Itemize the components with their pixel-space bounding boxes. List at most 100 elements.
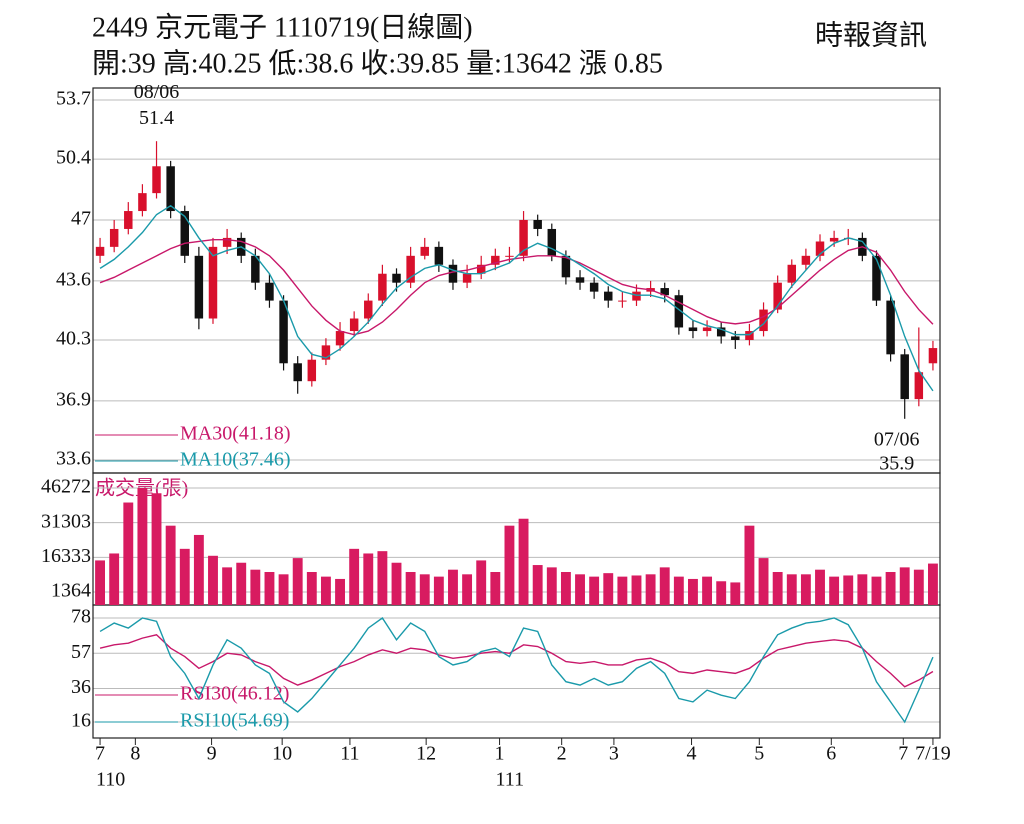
annotation-date: 07/06 [874,428,920,450]
candle-body [702,327,712,332]
candle-body [505,255,514,257]
volume-bar [391,562,402,605]
x-tick-label: 6 [826,743,836,765]
volume-bar [603,573,614,605]
x-tick-label: 7 [898,743,908,765]
volume-bar [617,576,628,605]
x-tick-label: 8 [130,743,140,765]
volume-bar [292,558,303,605]
volume-bar [871,576,882,605]
y-tick-label: 33.6 [56,448,91,470]
volume-bar [829,576,840,605]
candle-body [618,300,627,302]
volume-bar [688,578,698,605]
volume-bar [631,575,642,605]
candle-body [476,264,486,274]
y-tick-label: 1364 [51,580,91,602]
x-tick-label: 5 [754,743,764,765]
candle-body [364,300,373,319]
candle-body [872,255,881,301]
x-tick-label: 3 [609,743,619,765]
chart-title: 2449 京元電子 1110719(日線圖) [92,11,473,43]
volume-bar [645,574,656,605]
volume-bar [575,574,585,605]
panel-border [92,472,941,606]
candle-body [434,246,444,265]
candle-body [801,255,811,265]
candle-body [194,255,204,319]
candle-body [660,288,669,296]
volume-bar [377,551,388,605]
candle-body [688,327,698,332]
volume-bar [250,569,261,605]
candle-body [547,228,557,256]
volume-bar [702,576,713,605]
candle-body [152,166,161,194]
y-tick-label: 78 [71,606,91,628]
x-tick-label: 2 [557,743,567,765]
volume-bar [928,563,938,605]
volume-bar [335,578,345,605]
candle-body [745,331,754,340]
annotation-value: 51.4 [139,107,174,129]
ma-line [99,239,934,336]
rsi-line [99,634,934,688]
volume-bar [589,576,600,605]
candle-body [138,193,147,212]
candle-body [759,309,768,332]
volume-bar [320,576,331,605]
volume-bar [490,572,501,605]
y-tick-label: 50.4 [56,147,91,169]
volume-bar [208,555,218,605]
volume-bar [772,572,783,605]
volume-bar [476,560,487,605]
volume-bar [786,574,797,605]
candle-body [731,336,740,340]
candle-body [886,300,895,355]
candle-body [293,363,302,382]
volume-bar [151,493,162,605]
volume-bar [264,572,275,605]
candle-body [335,331,345,346]
annotation-value: 35.9 [879,452,914,474]
volume-bar [123,502,134,605]
candle-body [900,354,909,400]
volume-bar [306,572,317,605]
y-tick-label: 40.3 [56,328,91,350]
volume-bar [137,488,148,605]
candle-body [95,246,105,256]
volume-bar [419,574,430,605]
volume-bar [405,572,416,605]
rsi-line [99,617,934,724]
volume-bar [532,565,543,605]
candle-body [604,291,613,301]
volume-bar [95,560,105,605]
volume-bar [349,548,360,605]
volume-bar [857,574,868,605]
y-tick-label: 46272 [41,476,91,498]
volume-bar [560,572,571,605]
volume-bar [278,574,289,605]
candle-body [815,241,825,256]
volume-bar [546,567,557,605]
y-tick-label: 16 [71,710,91,732]
x-tick-label: 12 [416,743,436,765]
volume-bar [800,574,811,605]
candle-body [166,166,175,212]
y-tick-label: 43.6 [56,268,91,290]
volume-bar [165,525,176,605]
candle-body [208,246,218,319]
volume-bar [504,525,515,605]
volume-bar [448,569,458,605]
ma-line [99,204,934,392]
info-line: 開:39 高:40.25 低:38.6 收:39.85 量:13642 漲 0.… [92,47,663,79]
volume-bar [193,534,204,605]
volume-bar [744,525,755,605]
candle-body [914,372,924,400]
legend-label: MA30(41.18) [180,423,291,445]
candle-body [928,348,938,364]
candle-body [265,282,274,301]
y-tick-label: 57 [71,641,91,663]
source: 時報資訊 [815,19,927,51]
x-tick-label: 11 [340,743,359,765]
